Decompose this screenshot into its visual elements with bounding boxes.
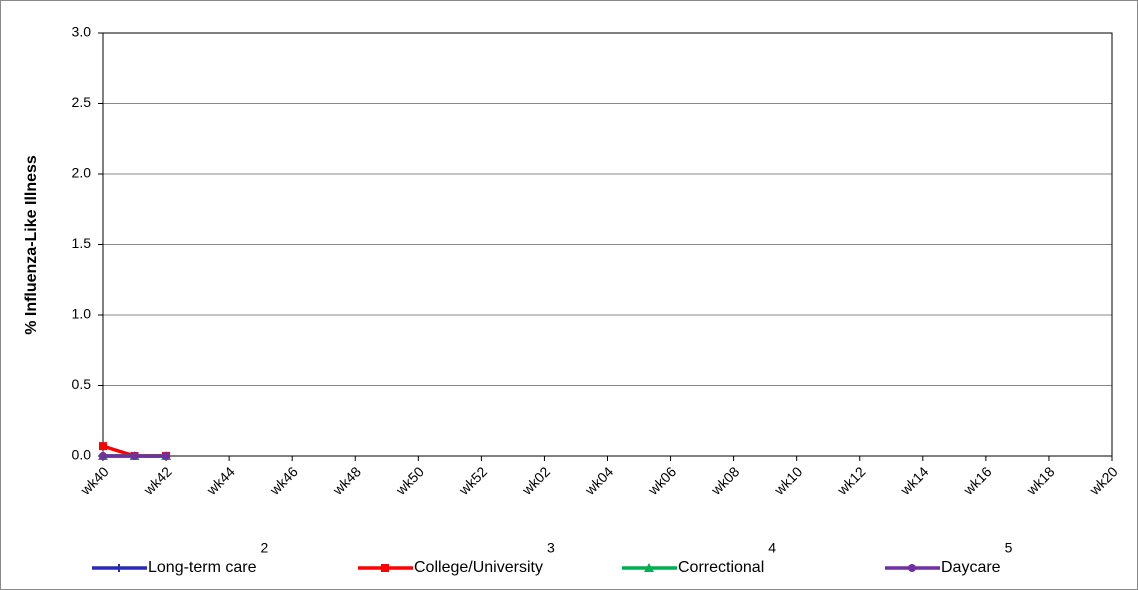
marker [908,564,916,572]
y-axis-title: % Influenza-Like Illness [23,155,40,335]
legend-footnote: 3 [547,540,555,556]
legend-footnote: 2 [261,540,269,556]
y-tick-label: 0.0 [72,447,92,463]
marker [644,563,654,572]
marker [130,452,139,460]
marker [381,564,389,572]
marker [115,564,123,572]
legend-label: Long-term care [148,559,257,576]
marker [99,452,107,460]
marker [99,442,107,451]
marker [162,452,171,460]
legend-label: Daycare [941,559,1001,576]
legend-footnote: 5 [1005,540,1013,556]
y-tick-label: 3.0 [72,24,92,40]
y-tick-label: 1.5 [72,235,92,251]
y-tick-label: 1.0 [72,306,92,322]
y-tick-label: 0.5 [72,376,92,392]
legend-label: College/University [414,559,543,576]
legend-footnote: 4 [768,540,776,556]
y-tick-label: 2.5 [72,94,92,110]
y-tick-label: 2.0 [72,165,92,181]
legend-label: Correctional [678,559,764,576]
